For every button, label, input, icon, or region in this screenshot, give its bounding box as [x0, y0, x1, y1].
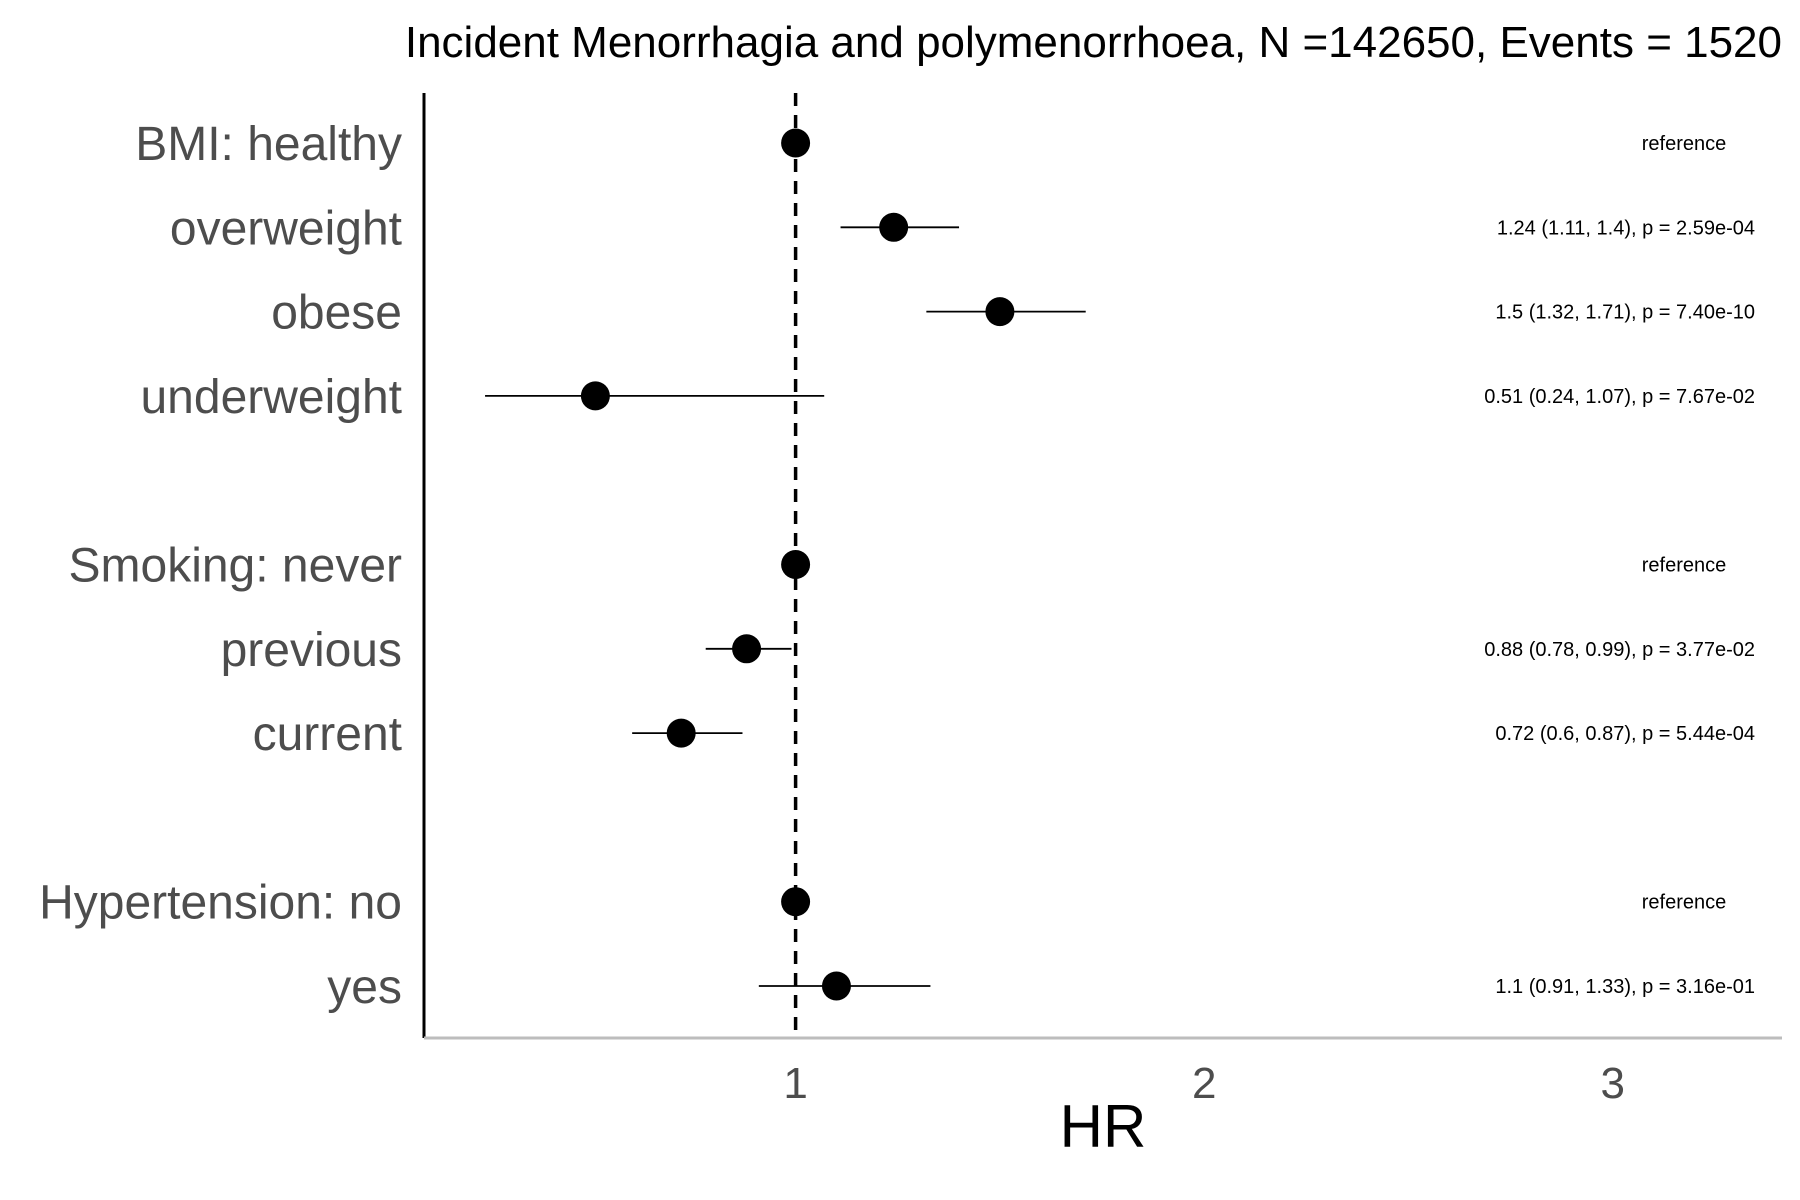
- row-labels: BMI: healthy overweight obese underweight Sm…: [39, 118, 402, 1014]
- row-label: underweight: [140, 371, 402, 424]
- annotation-column: reference 1.24 (1.11, 1.4), p = 2.59e-04 1…: [1484, 133, 1755, 998]
- row-label: BMI: healthy: [135, 118, 402, 171]
- row-label: obese: [271, 287, 402, 340]
- estimate-annotation: 0.72 (0.6, 0.87), p = 5.44e-04: [1495, 723, 1755, 745]
- confidence-intervals: [485, 226, 1086, 987]
- hazard-ratio-points: [580, 128, 1015, 1001]
- hr-point: [666, 718, 696, 748]
- hr-point: [732, 634, 762, 664]
- estimate-annotation: 1.5 (1.32, 1.71), p = 7.40e-10: [1495, 302, 1755, 324]
- reference-annotation: reference: [1642, 133, 1727, 155]
- row-label: Smoking: never: [69, 540, 403, 593]
- row-label: previous: [221, 624, 402, 677]
- x-tick-label: 2: [1192, 1059, 1216, 1108]
- reference-annotation: reference: [1642, 892, 1727, 914]
- estimate-annotation: 0.88 (0.78, 0.99), p = 3.77e-02: [1484, 639, 1755, 661]
- row-label: Hypertension: no: [39, 877, 402, 930]
- row-label: yes: [327, 961, 402, 1014]
- reference-annotation: reference: [1642, 555, 1727, 577]
- estimate-annotation: 0.51 (0.24, 1.07), p = 7.67e-02: [1484, 386, 1755, 408]
- x-axis-title: HR: [1060, 1093, 1147, 1160]
- hr-point: [580, 381, 610, 411]
- x-tick-label: 3: [1601, 1059, 1625, 1108]
- hr-point: [781, 128, 811, 158]
- hr-point: [985, 297, 1015, 327]
- x-axis-ticks: 1 2 3: [783, 1059, 1625, 1108]
- hr-point: [879, 212, 909, 242]
- hr-point: [781, 550, 811, 579]
- chart-title: Incident Menorrhagia and polymenorrhoea,…: [405, 18, 1782, 67]
- estimate-annotation: 1.1 (0.91, 1.33), p = 3.16e-01: [1495, 976, 1755, 998]
- x-tick-label: 1: [783, 1059, 807, 1108]
- hr-point: [821, 971, 851, 1001]
- row-label: current: [253, 708, 402, 761]
- hr-point: [781, 887, 811, 917]
- estimate-annotation: 1.24 (1.11, 1.4), p = 2.59e-04: [1497, 217, 1755, 239]
- row-label: overweight: [170, 202, 402, 255]
